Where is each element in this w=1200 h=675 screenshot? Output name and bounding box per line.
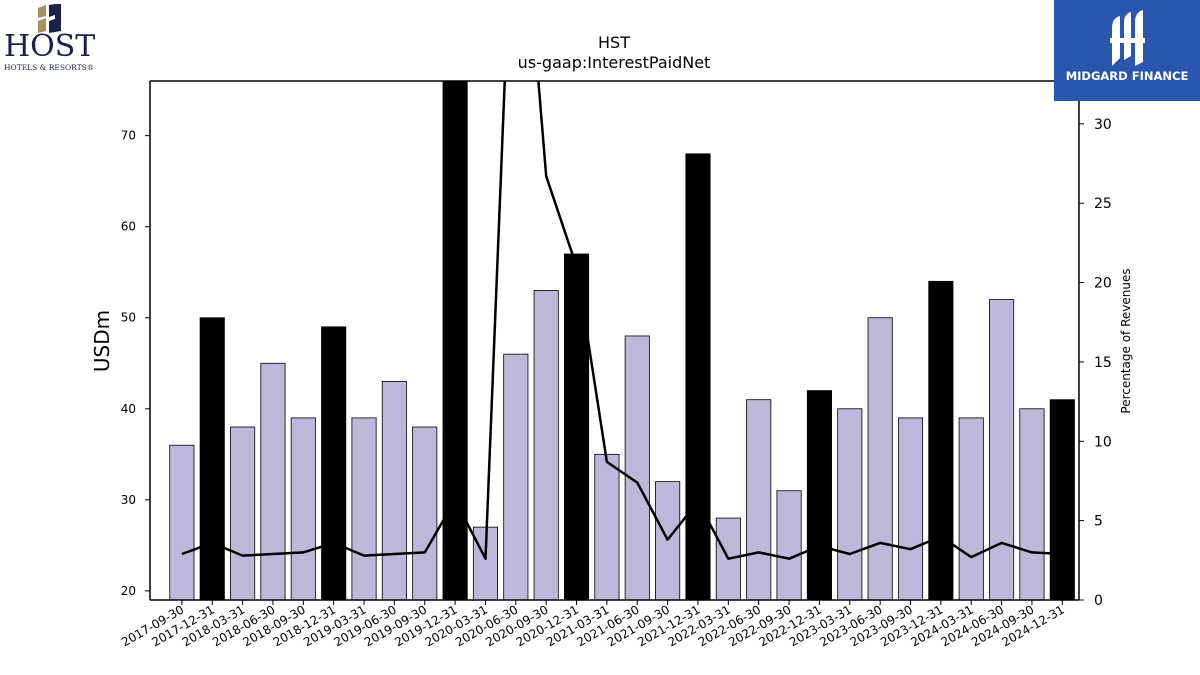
y-tick-label: 30 xyxy=(121,493,136,507)
midgard-logo-mark-icon xyxy=(1110,10,1145,66)
bar-2017-09-30 xyxy=(169,444,195,600)
bar-2022-09-30 xyxy=(776,490,802,600)
midgard-logo-text: MIDGARD FINANCE xyxy=(1065,69,1189,83)
bar-2021-06-30 xyxy=(624,335,650,600)
bar-2022-12-31 xyxy=(806,390,832,600)
y-axis-label: USDm xyxy=(90,310,114,372)
chart-subtitle: us-gaap:InterestPaidNet xyxy=(518,53,711,72)
bar-2023-03-31 xyxy=(837,408,863,600)
bar-2019-09-30 xyxy=(412,426,438,600)
bar-2023-09-30 xyxy=(897,417,924,600)
bar-group xyxy=(169,81,1075,600)
bar-2023-12-31 xyxy=(928,280,954,600)
bar-2024-03-31 xyxy=(958,417,984,600)
bar-2021-12-31 xyxy=(685,153,711,600)
host-logo-mark-icon xyxy=(38,4,61,33)
bar-2023-06-30 xyxy=(867,317,893,600)
y-tick-label: 50 xyxy=(121,311,136,325)
y-tick-label: 60 xyxy=(121,220,136,234)
bar-2017-12-31 xyxy=(199,317,225,600)
bar-2019-06-30 xyxy=(381,381,407,600)
y2-tick-label: 0 xyxy=(1094,593,1103,609)
chart-title: HST xyxy=(598,33,630,52)
bar-2020-09-30 xyxy=(533,290,559,600)
bar-2024-09-30 xyxy=(1019,408,1045,600)
bar-2021-03-31 xyxy=(594,453,620,600)
bar-2024-12-31 xyxy=(1049,399,1075,600)
bar-2020-12-31 xyxy=(564,253,590,600)
line-group xyxy=(181,81,1063,560)
y2-tick-label: 5 xyxy=(1094,514,1103,530)
bar-2018-09-30 xyxy=(290,417,316,600)
y2-tick-label: 30 xyxy=(1094,117,1112,133)
y-tick-label: 20 xyxy=(121,584,136,598)
revenue-pct-line xyxy=(181,81,1063,560)
y2-tick-label: 15 xyxy=(1094,355,1112,371)
host-logo: HOST HOTELS & RESORTS® xyxy=(0,0,110,80)
bar-2020-06-30 xyxy=(503,353,529,600)
y2-tick-label: 10 xyxy=(1094,434,1112,450)
bar-2024-06-30 xyxy=(989,299,1015,600)
y2-axis-label: Percentage of Revenues xyxy=(1119,268,1133,413)
y2-tick-label: 20 xyxy=(1094,276,1112,292)
host-logo-subtitle: HOTELS & RESORTS® xyxy=(4,63,95,72)
bar-2019-12-31 xyxy=(442,81,468,600)
bar-2018-03-31 xyxy=(230,426,256,600)
bar-2019-03-31 xyxy=(351,417,377,600)
bar-2018-06-30 xyxy=(260,362,286,600)
y-tick-label: 70 xyxy=(121,129,136,143)
y2-tick-label: 25 xyxy=(1094,196,1112,212)
bar-2022-06-30 xyxy=(746,399,772,600)
y-tick-label: 40 xyxy=(121,402,136,416)
bar-2018-12-31 xyxy=(321,326,347,600)
midgard-logo: MIDGARD FINANCE xyxy=(1054,0,1200,101)
host-logo-word: HOST xyxy=(4,29,96,64)
